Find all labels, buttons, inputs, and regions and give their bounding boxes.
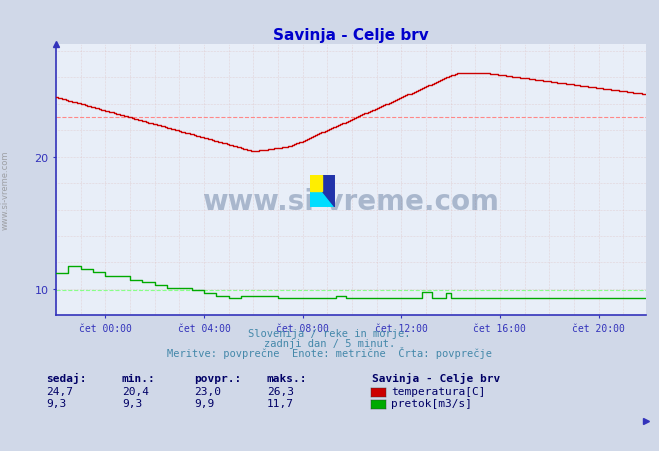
Text: 11,7: 11,7 <box>267 398 294 408</box>
Text: www.si-vreme.com: www.si-vreme.com <box>202 188 500 216</box>
Bar <box>310 176 322 192</box>
Text: povpr.:: povpr.: <box>194 373 242 383</box>
Text: zadnji dan / 5 minut.: zadnji dan / 5 minut. <box>264 338 395 348</box>
Text: www.si-vreme.com: www.si-vreme.com <box>1 150 10 229</box>
Text: 9,3: 9,3 <box>122 398 142 408</box>
Text: 24,7: 24,7 <box>46 386 73 396</box>
Text: 26,3: 26,3 <box>267 386 294 396</box>
Text: maks.:: maks.: <box>267 373 307 383</box>
Title: Savinja - Celje brv: Savinja - Celje brv <box>273 28 429 42</box>
Text: Meritve: povprečne  Enote: metrične  Črta: povprečje: Meritve: povprečne Enote: metrične Črta:… <box>167 346 492 358</box>
Polygon shape <box>310 176 335 207</box>
Text: Slovenija / reke in morje.: Slovenija / reke in morje. <box>248 328 411 338</box>
Text: sedaj:: sedaj: <box>46 372 86 383</box>
Text: Savinja - Celje brv: Savinja - Celje brv <box>372 372 501 383</box>
Text: 9,3: 9,3 <box>46 398 67 408</box>
Text: 20,4: 20,4 <box>122 386 149 396</box>
Text: temperatura[C]: temperatura[C] <box>391 386 485 396</box>
Text: 23,0: 23,0 <box>194 386 221 396</box>
Polygon shape <box>322 176 335 207</box>
Text: min.:: min.: <box>122 373 156 383</box>
Text: 9,9: 9,9 <box>194 398 215 408</box>
Text: pretok[m3/s]: pretok[m3/s] <box>391 398 472 408</box>
